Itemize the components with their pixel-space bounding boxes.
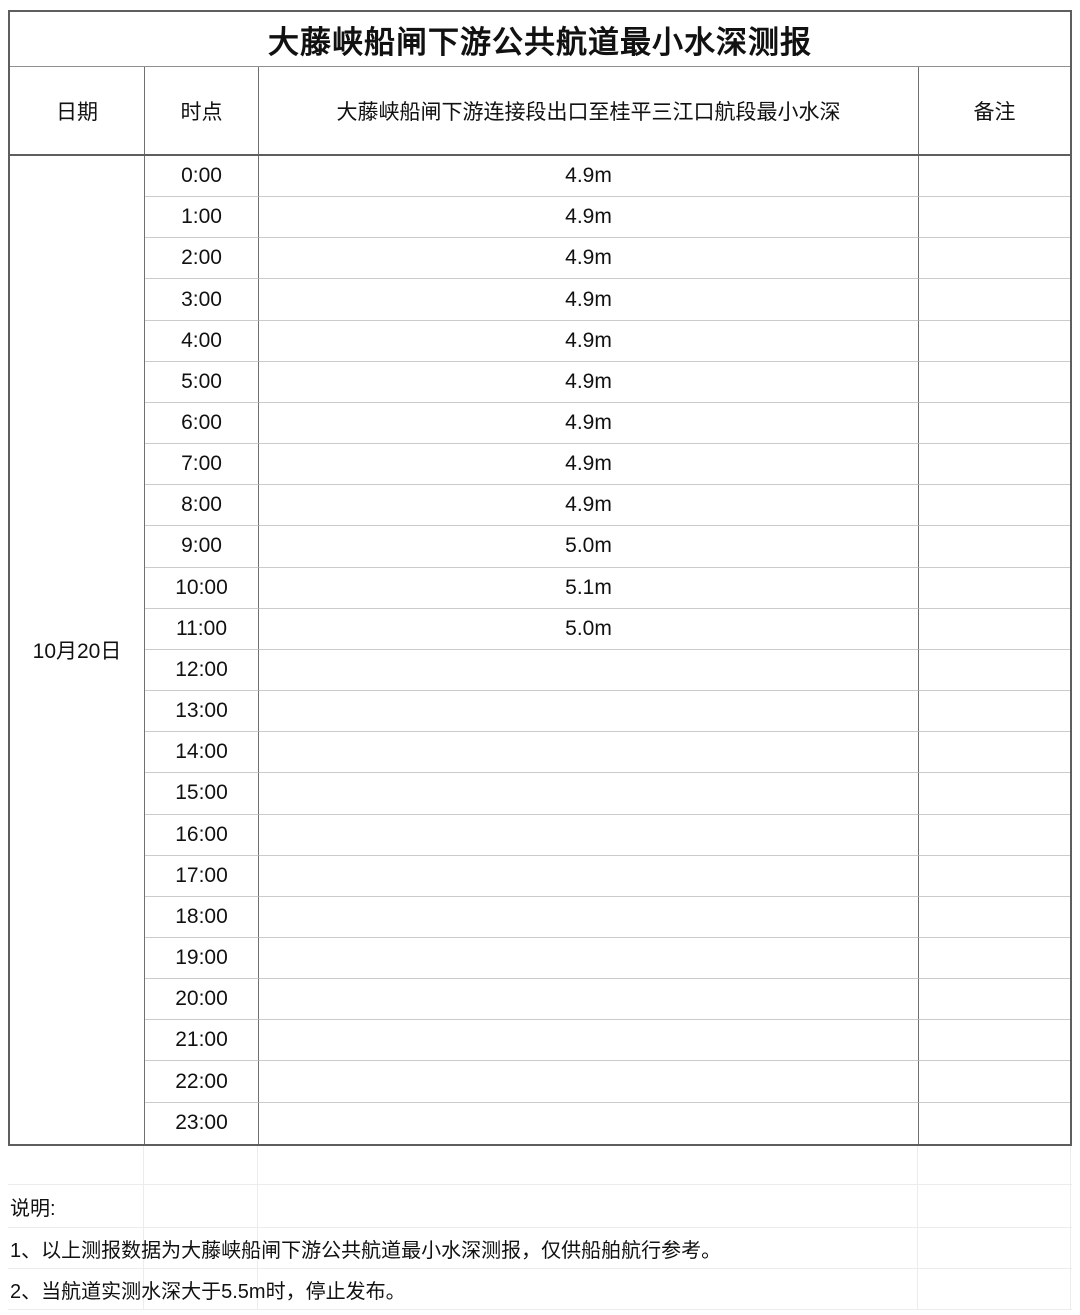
remark-cell: [919, 156, 1070, 198]
remark-cell: [919, 1061, 1070, 1103]
time-cell: 14:00: [145, 732, 259, 774]
remark-cell: [919, 362, 1070, 403]
table-header-row: 日期 时点 大藤峡船闸下游连接段出口至桂平三江口航段最小水深 备注: [10, 67, 1070, 156]
header-cell-date: 日期: [10, 67, 145, 154]
time-cell: 15:00: [145, 773, 259, 815]
notes-section: 说明: 1、以上测报数据为大藤峡船闸下游公共航道最小水深测报，仅供船舶航行参考。…: [8, 1146, 1072, 1310]
time-cell: 9:00: [145, 526, 259, 568]
time-cell: 6:00: [145, 402, 259, 445]
remark-cell: [919, 732, 1070, 774]
remark-cell: [919, 897, 1070, 938]
remark-cell: [919, 403, 1070, 445]
time-cell: 2:00: [145, 238, 259, 280]
remark-cell: [919, 856, 1070, 897]
remark-cell: [919, 279, 1070, 321]
time-cell: 18:00: [145, 896, 259, 938]
time-cell: 3:00: [145, 279, 259, 321]
footer-gridline-v4: [1070, 1146, 1071, 1310]
depth-cell: 5.0m: [259, 608, 919, 650]
remark-cell: [919, 773, 1070, 815]
remark-cell: [919, 815, 1070, 856]
date-cell: 10月20日: [10, 156, 145, 1144]
depth-cell: [259, 691, 919, 733]
remark-cell: [919, 238, 1070, 280]
depth-cell: 4.9m: [259, 197, 919, 239]
time-cell: 23:00: [145, 1102, 259, 1144]
depth-cell: [259, 1102, 919, 1144]
depth-cell: 4.9m: [259, 238, 919, 280]
time-cell: 5:00: [145, 361, 259, 403]
remark-cell: [919, 609, 1070, 650]
header-cell-time: 时点: [145, 67, 259, 154]
footer-gridline-v3: [917, 1146, 918, 1310]
remark-cell: [919, 321, 1070, 362]
depth-cell: [259, 732, 919, 774]
time-cell: 10:00: [145, 567, 259, 609]
remark-cell: [919, 650, 1070, 692]
notes-heading: 说明:: [8, 1185, 1072, 1228]
time-cell: 1:00: [145, 197, 259, 239]
depth-cell: 5.0m: [259, 526, 919, 568]
footer-gridline-v1: [143, 1146, 144, 1310]
time-cell: 22:00: [145, 1061, 259, 1103]
remark-cell: [919, 485, 1070, 527]
depth-cell: 4.9m: [259, 156, 919, 198]
depth-cell: 4.9m: [259, 485, 919, 527]
remark-cell: [919, 568, 1070, 609]
remark-cell: [919, 526, 1070, 568]
depth-cell: [259, 1061, 919, 1103]
depth-cell: [259, 814, 919, 856]
time-cell: 12:00: [145, 649, 259, 692]
time-cell: 21:00: [145, 1020, 259, 1062]
time-cell: 17:00: [145, 855, 259, 897]
depth-cell: [259, 1020, 919, 1062]
depth-cell: 4.9m: [259, 320, 919, 362]
remark-cell: [919, 444, 1070, 486]
spacer-row: [8, 1146, 1072, 1185]
time-cell: 11:00: [145, 608, 259, 650]
time-cell: 16:00: [145, 814, 259, 856]
depth-cell: [259, 855, 919, 897]
depth-cell: 4.9m: [259, 402, 919, 445]
depth-cell: 4.9m: [259, 444, 919, 486]
depth-cell: [259, 896, 919, 938]
time-cell: 20:00: [145, 979, 259, 1021]
remark-cell: [919, 691, 1070, 733]
remark-cell: [919, 1103, 1070, 1144]
remark-cell: [919, 979, 1070, 1021]
depth-cell: 4.9m: [259, 361, 919, 403]
note-item-1: 1、以上测报数据为大藤峡船闸下游公共航道最小水深测报，仅供船舶航行参考。: [8, 1228, 1072, 1269]
remark-cell: [919, 1020, 1070, 1062]
footer-gridline-v2: [257, 1146, 258, 1310]
table-body: 10月20日 0:00 4.9m 1:00 4.9m 2:00 4.9m 3:0…: [10, 156, 1070, 1144]
time-cell: 7:00: [145, 444, 259, 486]
header-cell-depth: 大藤峡船闸下游连接段出口至桂平三江口航段最小水深: [259, 67, 919, 154]
depth-cell: 4.9m: [259, 279, 919, 321]
depth-cell: 5.1m: [259, 567, 919, 609]
page-title: 大藤峡船闸下游公共航道最小水深测报: [10, 12, 1070, 67]
depth-cell: [259, 649, 919, 692]
note-item-2: 2、当航道实测水深大于5.5m时，停止发布。: [8, 1269, 1072, 1310]
header-cell-remark: 备注: [973, 100, 1016, 124]
time-cell: 0:00: [145, 156, 259, 198]
report-table: 大藤峡船闸下游公共航道最小水深测报 日期 时点 大藤峡船闸下游连接段出口至桂平三…: [8, 10, 1072, 1146]
depth-cell: [259, 773, 919, 815]
remark-cell: [919, 197, 1070, 239]
depth-cell: [259, 979, 919, 1021]
time-cell: 8:00: [145, 485, 259, 527]
depth-cell: [259, 937, 919, 980]
remark-cell: [919, 938, 1070, 980]
time-cell: 4:00: [145, 320, 259, 362]
time-cell: 13:00: [145, 691, 259, 733]
time-cell: 19:00: [145, 937, 259, 980]
